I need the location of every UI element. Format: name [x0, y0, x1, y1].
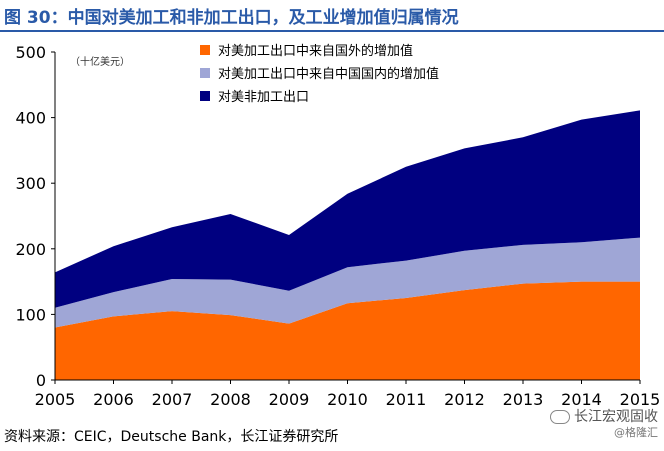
figure-title: 图 30：中国对美加工和非加工出口，及工业增加值归属情况	[4, 8, 459, 28]
y-tick-label: 500	[15, 43, 46, 62]
x-tick-label: 2011	[386, 390, 427, 409]
watermark: 长江宏观固收 @格隆汇	[550, 409, 658, 441]
wechat-icon	[550, 410, 570, 424]
legend-swatch	[200, 68, 210, 78]
watermark-sub: @格隆汇	[614, 426, 658, 439]
x-tick-label: 2013	[503, 390, 544, 409]
legend-label: 对美加工出口中来自国外的增加值	[218, 43, 413, 59]
area-series-3	[55, 110, 640, 308]
x-tick-label: 2012	[444, 390, 485, 409]
y-tick-label: 100	[15, 305, 46, 324]
y-tick-label: 0	[36, 371, 46, 390]
area-layers	[55, 110, 640, 380]
stacked-area-chart: 0 100 200 300 400 500 2005 2006 2007 2008 2009 2010…	[15, 43, 660, 409]
x-tick-label: 2007	[152, 390, 193, 409]
x-tick-label: 2006	[93, 390, 134, 409]
x-tick-label: 2014	[561, 390, 602, 409]
x-tick-label: 2010	[327, 390, 368, 409]
title-rule	[0, 30, 664, 32]
axes: 0 100 200 300 400 500 2005 2006 2007 2008 2009 2010…	[15, 43, 660, 409]
legend-swatch	[200, 45, 210, 55]
y-tick-label: 200	[15, 240, 46, 259]
source-note: 资料来源：CEIC，Deutsche Bank，长江证券研究所	[4, 429, 339, 445]
legend-label: 对美非加工出口	[218, 90, 309, 105]
area-series-1	[55, 281, 640, 380]
legend-label: 对美加工出口中来自中国国内的增加值	[218, 66, 439, 82]
area-series-2	[55, 237, 640, 328]
y-tick-label: 300	[15, 174, 46, 193]
x-tick-label: 2015	[620, 390, 661, 409]
y-tick-label: 400	[15, 109, 46, 128]
x-tick-label: 2008	[210, 390, 251, 409]
x-tick-label: 2005	[35, 390, 76, 409]
legend-swatch	[200, 91, 210, 101]
watermark-main: 长江宏观固收	[574, 409, 658, 425]
unit-label: （十亿美元）	[70, 55, 130, 68]
x-tick-label: 2009	[269, 390, 310, 409]
